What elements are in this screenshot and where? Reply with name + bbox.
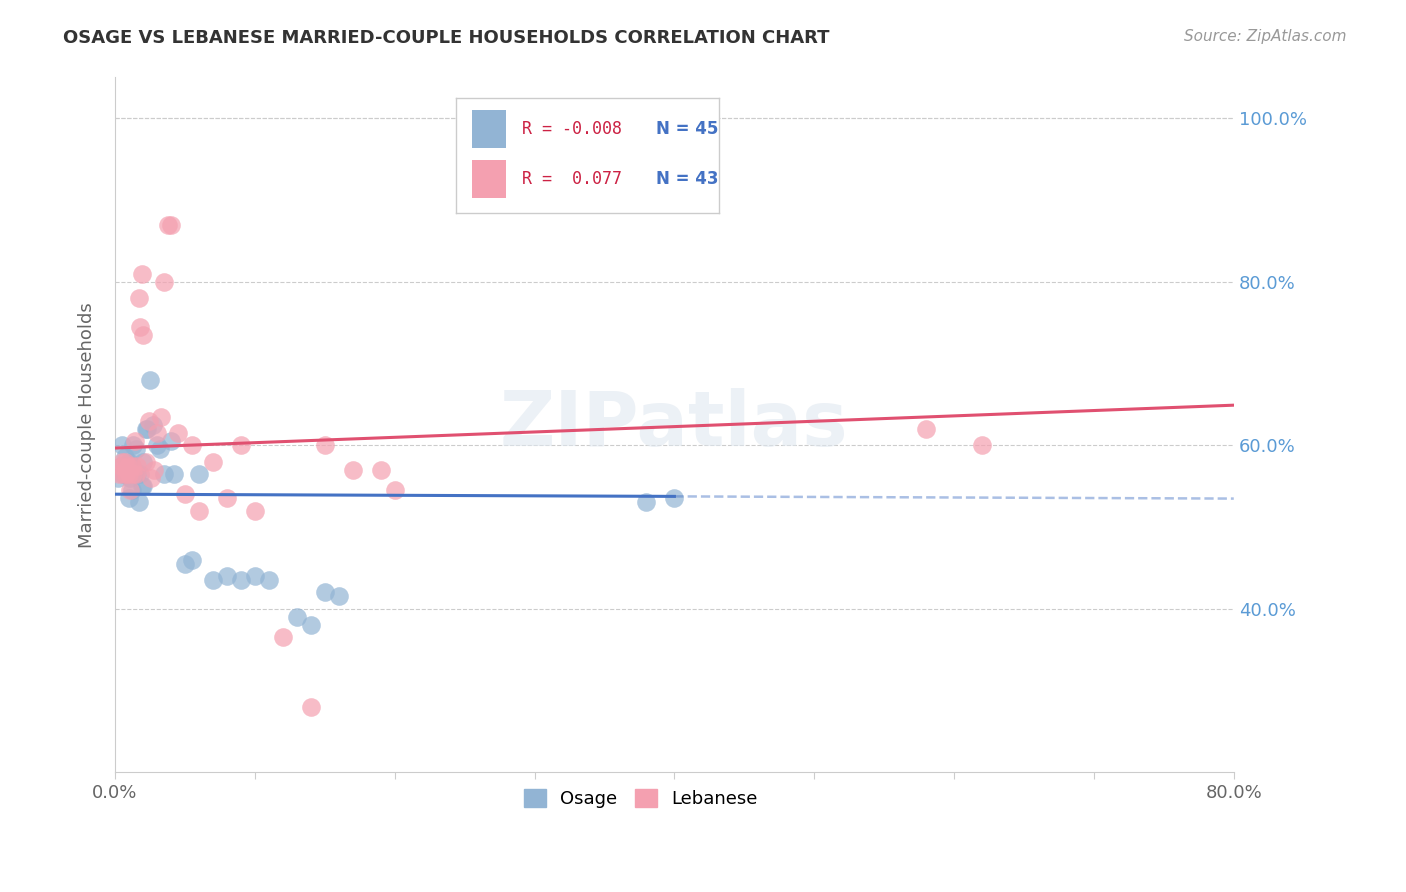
Point [132, 454, 155, 468]
Point [122, 467, 145, 481]
Point [299, 699, 322, 714]
Point [157, 218, 180, 232]
Point [108, 467, 131, 481]
Text: Source: ZipAtlas.com: Source: ZipAtlas.com [1184, 29, 1347, 44]
Point [257, 573, 280, 587]
Point [139, 373, 162, 387]
Point [129, 467, 152, 481]
Point [120, 471, 142, 485]
Point [142, 417, 165, 432]
Point [110, 458, 132, 473]
Point [132, 327, 155, 342]
Point [243, 569, 266, 583]
Point [118, 491, 141, 506]
Point [112, 467, 135, 481]
Point [146, 438, 169, 452]
Point [122, 438, 145, 452]
Point [135, 422, 157, 436]
Point [181, 552, 204, 566]
Point [271, 630, 294, 644]
Point [299, 618, 322, 632]
Point [131, 267, 153, 281]
Point [121, 483, 143, 497]
Point [124, 434, 146, 449]
Point [129, 319, 152, 334]
Y-axis label: Married-couple Households: Married-couple Households [79, 301, 96, 548]
Point [111, 454, 134, 468]
Point [112, 467, 135, 481]
Point [970, 438, 993, 452]
Point [128, 291, 150, 305]
Point [115, 467, 138, 481]
Point [229, 573, 252, 587]
Point [114, 454, 136, 468]
Point [915, 422, 938, 436]
Point [138, 414, 160, 428]
Point [187, 467, 209, 481]
Point [285, 609, 308, 624]
Point [160, 218, 183, 232]
Point [110, 458, 132, 473]
Point [243, 503, 266, 517]
Point [314, 585, 336, 599]
Point [636, 495, 658, 509]
Point [328, 590, 350, 604]
Point [132, 479, 155, 493]
Point [120, 483, 142, 497]
Point [160, 434, 183, 449]
Point [314, 438, 336, 452]
Point [342, 463, 364, 477]
Point [201, 454, 224, 468]
Point [125, 442, 148, 457]
Point [153, 275, 176, 289]
Point [127, 458, 149, 473]
Point [117, 458, 139, 473]
Point [149, 442, 172, 457]
Point [174, 557, 197, 571]
Text: OSAGE VS LEBANESE MARRIED-COUPLE HOUSEHOLDS CORRELATION CHART: OSAGE VS LEBANESE MARRIED-COUPLE HOUSEHO… [63, 29, 830, 46]
Text: ZIPatlas: ZIPatlas [501, 388, 849, 462]
Point [122, 467, 145, 481]
Point [181, 438, 204, 452]
Point [384, 483, 406, 497]
Point [167, 425, 190, 440]
Point [229, 438, 252, 452]
Point [215, 569, 238, 583]
Point [121, 458, 143, 473]
Point [107, 471, 129, 485]
Point [118, 467, 141, 481]
Point [118, 454, 141, 468]
Point [163, 467, 186, 481]
Point [146, 425, 169, 440]
Point [114, 450, 136, 465]
Point [370, 463, 392, 477]
Point [136, 422, 159, 436]
Point [215, 491, 238, 506]
Point [135, 454, 157, 468]
Point [117, 467, 139, 481]
Legend: Osage, Lebanese: Osage, Lebanese [517, 781, 765, 815]
Point [664, 491, 686, 506]
Point [141, 471, 163, 485]
Point [127, 467, 149, 481]
Point [153, 467, 176, 481]
Point [187, 503, 209, 517]
Point [150, 409, 173, 424]
Point [128, 495, 150, 509]
Point [143, 463, 166, 477]
Point [125, 467, 148, 481]
Point [201, 573, 224, 587]
Point [111, 438, 134, 452]
Point [124, 467, 146, 481]
Point [131, 479, 153, 493]
Point [121, 458, 143, 473]
Point [115, 467, 138, 481]
Point [174, 487, 197, 501]
